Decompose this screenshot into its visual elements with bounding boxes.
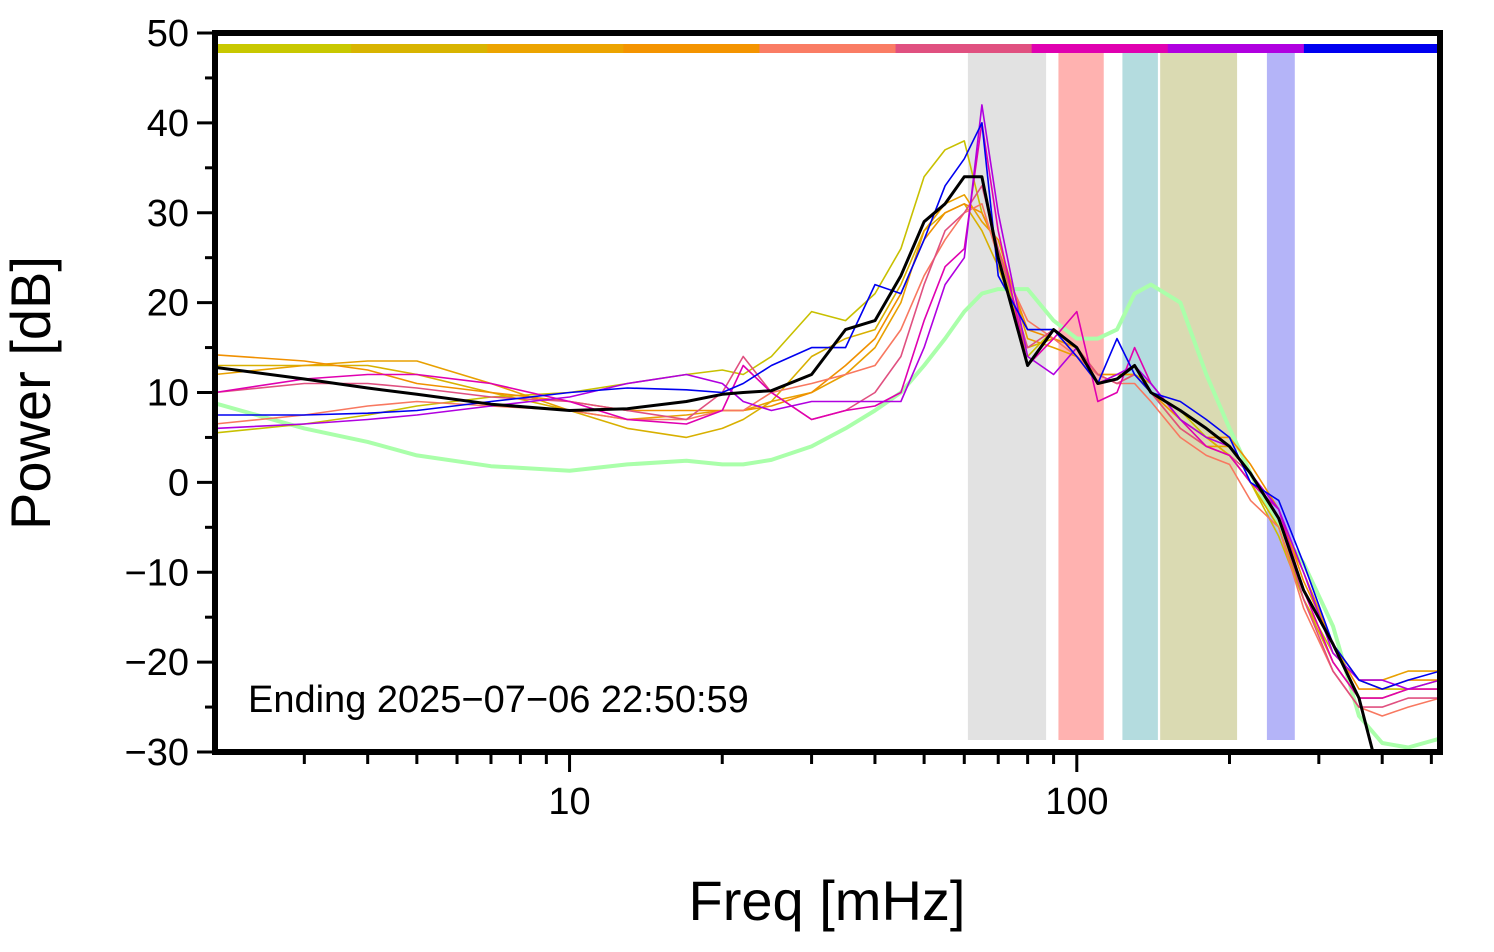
time-bar-segment xyxy=(1303,44,1441,53)
time-bar-segment xyxy=(351,44,488,53)
shaded-band xyxy=(967,52,1047,740)
lines xyxy=(215,104,1440,752)
y-tick-label: 30 xyxy=(147,193,189,235)
series-line xyxy=(215,104,1440,690)
time-bar-segment xyxy=(215,44,352,53)
series-line xyxy=(215,122,1440,699)
time-bar-segment xyxy=(623,44,760,53)
series-line xyxy=(215,185,1440,708)
series-line xyxy=(215,203,1440,690)
x-axis-label: Freq [mHz] xyxy=(689,869,966,932)
time-bar xyxy=(215,44,1441,53)
plot-frame xyxy=(212,30,1443,755)
shaded-band xyxy=(1160,52,1238,740)
series-line xyxy=(215,122,1440,690)
spans xyxy=(967,52,1295,740)
y-tick-label: 0 xyxy=(168,462,189,504)
shaded-band xyxy=(1266,52,1295,740)
y-tick-label: 40 xyxy=(147,103,189,145)
time-bar-segment xyxy=(487,44,624,53)
time-bar-segment xyxy=(895,44,1033,53)
annotation: Ending 2025−07−06 22:50:59 xyxy=(248,679,749,721)
y-tick-label: 10 xyxy=(147,373,189,415)
time-bar-segment xyxy=(759,44,897,53)
shaded-band xyxy=(1122,52,1158,740)
y-tick-label: −20 xyxy=(125,642,189,684)
series-line xyxy=(215,175,1375,752)
y-tick-label: −30 xyxy=(125,732,189,774)
x-tick-label: 10 xyxy=(548,781,590,823)
y-tick-label: 20 xyxy=(147,283,189,325)
y-axis-label: Power [dB] xyxy=(0,256,62,530)
y-tick-label: 50 xyxy=(147,13,189,55)
y-tick-label: −10 xyxy=(125,552,189,594)
series-line xyxy=(215,203,1440,717)
time-bar-segment xyxy=(1031,44,1169,53)
time-bar-segment xyxy=(1167,44,1305,53)
series-line xyxy=(215,203,1440,699)
x-tick-label: 100 xyxy=(1045,781,1108,823)
